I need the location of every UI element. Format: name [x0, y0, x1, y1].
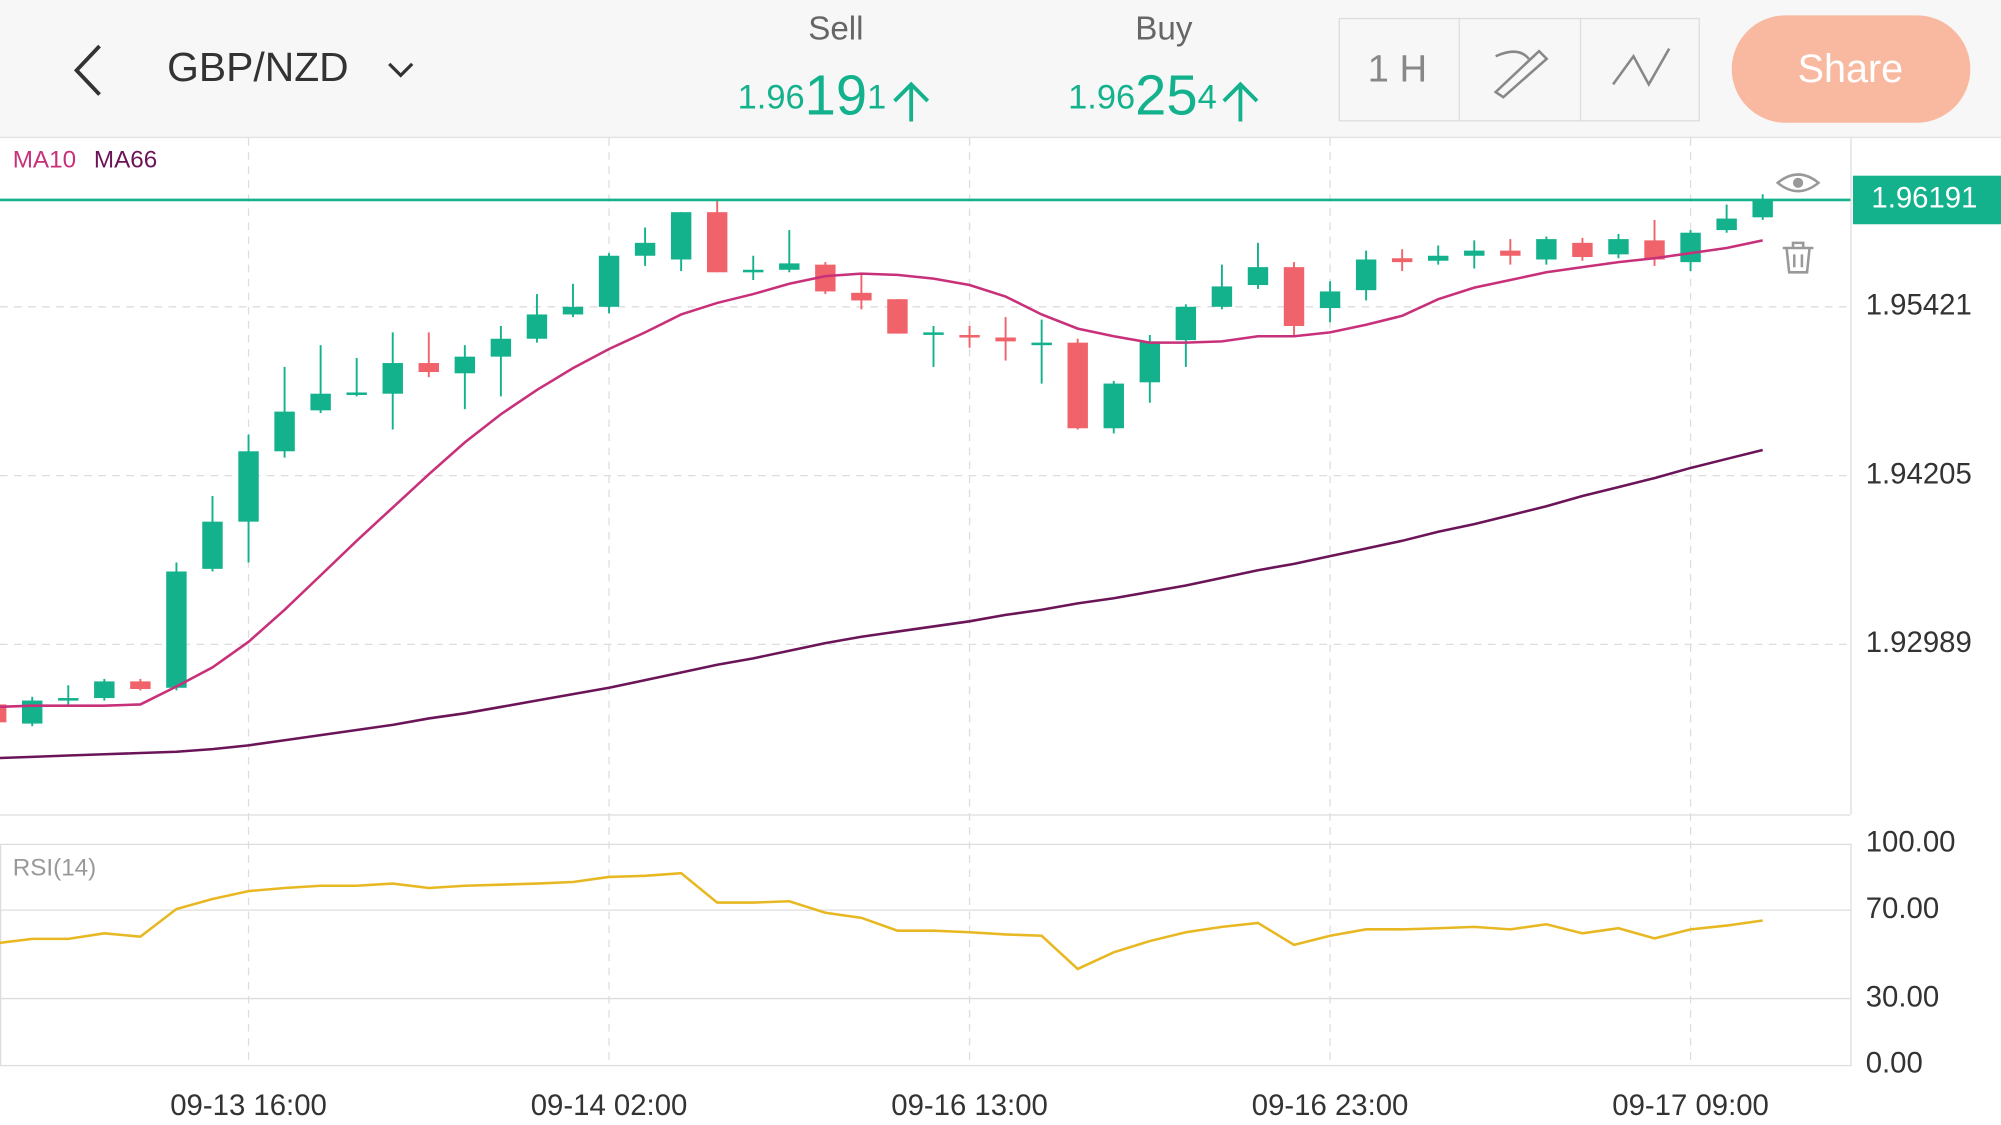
candle-body: [418, 363, 439, 373]
candle-body: [94, 681, 115, 699]
candle-body: [22, 700, 43, 724]
eye-pupil: [1792, 177, 1804, 188]
candle-body: [1391, 258, 1413, 263]
candle-body: [851, 292, 872, 301]
interval-button[interactable]: 1 H: [1368, 48, 1428, 91]
candle-body: [166, 571, 187, 688]
candle-body: [1536, 239, 1557, 260]
share-button[interactable]: [1731, 15, 1971, 123]
x-tick-label: 09-16 23:00: [1252, 1089, 1409, 1122]
candle-body: [490, 338, 512, 357]
candle-body: [1644, 240, 1665, 260]
candle-body: [995, 337, 1016, 342]
rsi-title: RSI(14): [13, 855, 96, 882]
candle-body: [815, 264, 836, 292]
candle-body: [130, 681, 151, 690]
pair-chevron[interactable]: [388, 62, 414, 78]
pair-title[interactable]: GBP/NZD: [167, 44, 348, 90]
candle-body: [779, 263, 800, 270]
candle-body: [346, 392, 367, 396]
candle-body: [1572, 242, 1593, 258]
candle-body: [1500, 250, 1521, 256]
candle-body: [1031, 342, 1052, 346]
candle-body: [0, 704, 7, 723]
legend-entry: MA10: [13, 146, 76, 173]
sell-part: 1.96: [738, 79, 805, 117]
buy-arrow: [1222, 81, 1259, 122]
draw-tool[interactable]: [1493, 49, 1549, 99]
sell-part: 19: [805, 64, 867, 127]
candle-body: [959, 334, 980, 338]
trash-icon[interactable]: [1782, 241, 1814, 274]
buy-price[interactable]: 1.96254: [1068, 64, 1217, 127]
plot: 09-13 16:00 09-14 02:00 09-16 13:00 09-16 2…: [0, 138, 2001, 1122]
x-tick-label: 09-13 16:00: [170, 1089, 327, 1122]
candle-body: [1247, 267, 1269, 286]
candle-body: [1355, 259, 1377, 291]
buy-part: 1.96: [1068, 79, 1135, 117]
buy-label: Buy: [1135, 10, 1193, 47]
ma-line: [0, 239, 1763, 709]
rsi-tick-label: 70.00: [1866, 892, 1939, 925]
back-button[interactable]: [73, 44, 101, 96]
candle-body: [1680, 232, 1701, 263]
candle-body: [1139, 341, 1161, 383]
candle-body: [706, 212, 728, 273]
eye-icon[interactable]: [1775, 173, 1821, 193]
ma-line: [0, 448, 1763, 760]
buy-part: 4: [1198, 79, 1217, 117]
sell-price[interactable]: 1.96191: [738, 64, 887, 127]
candle-body: [1211, 286, 1233, 307]
candle-body: [1752, 199, 1773, 218]
last-price-box: [1852, 175, 2001, 225]
candle-body: [598, 255, 620, 307]
candle-body: [1319, 291, 1341, 309]
legend-entry: MA66: [94, 146, 157, 173]
rsi-frame: [0, 843, 1852, 1067]
y-tick-label: 1.95421: [1866, 289, 1972, 322]
x-tick-label: 09-14 02:00: [531, 1089, 688, 1122]
share-label[interactable]: Share: [1798, 47, 1904, 91]
candle-body: [310, 393, 331, 411]
rsi-tick-label: 30.00: [1866, 980, 1939, 1013]
rsi-tick-label: 100.00: [1866, 825, 1956, 858]
candle-body: [1428, 255, 1449, 261]
candle-body: [1464, 250, 1485, 256]
candle-body: [454, 356, 476, 374]
candle-body: [743, 269, 764, 273]
sell-label: Sell: [808, 10, 863, 47]
sell-part: 1: [867, 79, 886, 117]
candle-body: [923, 332, 944, 335]
buy-part: 25: [1135, 64, 1197, 127]
y-tick-label: 1.94205: [1866, 457, 1972, 490]
x-tick-label: 09-17 09:00: [1612, 1089, 1769, 1122]
rsi-line: [0, 871, 1763, 971]
last-price-label: 1.96191: [1871, 182, 1977, 215]
sell-arrow: [893, 81, 930, 122]
candle-body: [202, 521, 223, 569]
candle-body: [274, 411, 295, 452]
candle-body: [634, 242, 656, 256]
candle-body: [238, 451, 259, 522]
candle-body: [58, 698, 79, 701]
indicator-tool[interactable]: [1612, 47, 1671, 87]
candle-body: [382, 363, 403, 394]
y-tick-label: 1.92989: [1866, 626, 1972, 659]
candle-body: [1067, 342, 1088, 429]
rsi-tick-label: 0.00: [1866, 1047, 1923, 1080]
candle-body: [1283, 267, 1305, 326]
candle-body: [1103, 383, 1124, 429]
candle-body: [1716, 218, 1737, 231]
candle-body: [887, 299, 908, 334]
candle-body: [670, 212, 692, 260]
candle-body: [526, 314, 548, 339]
candle-body: [1608, 239, 1629, 255]
candle-body: [1175, 306, 1197, 341]
x-tick-label: 09-16 13:00: [891, 1089, 1048, 1122]
candle-body: [562, 306, 584, 315]
